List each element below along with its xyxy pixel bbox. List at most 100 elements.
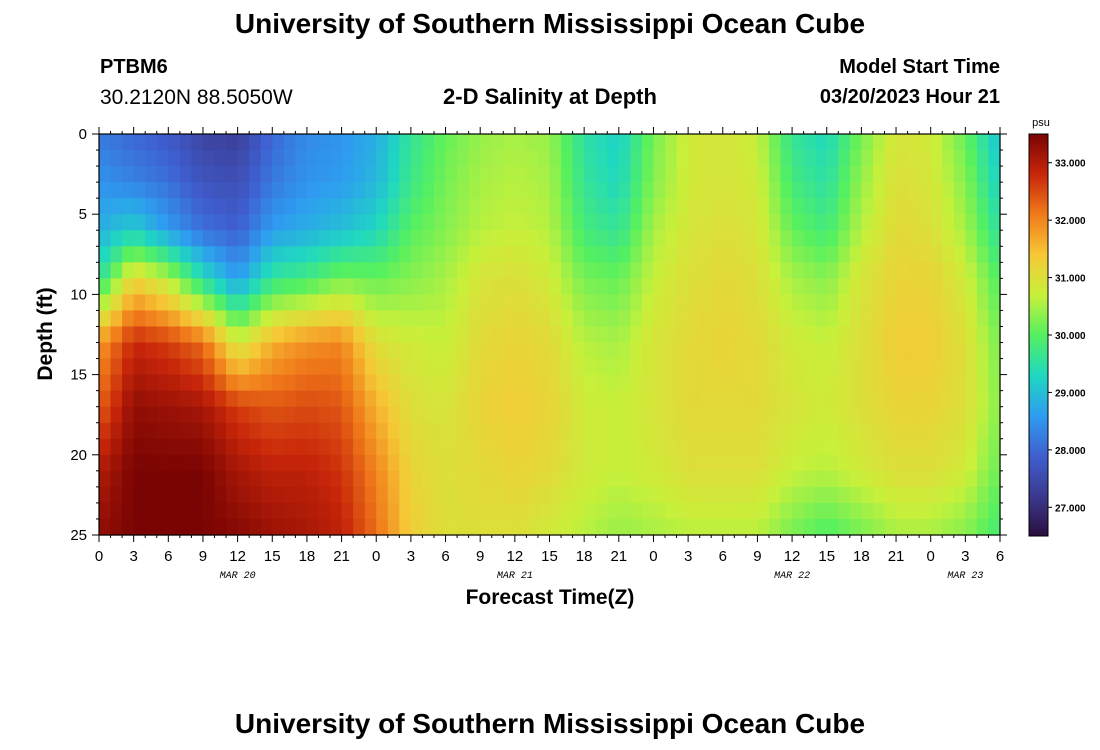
heatmap-cell — [330, 358, 343, 376]
heatmap-cell — [191, 310, 204, 328]
heatmap-cell — [965, 262, 978, 279]
heatmap-cell — [872, 262, 886, 279]
heatmap-cell — [757, 390, 770, 408]
heatmap-cell — [607, 342, 620, 360]
heatmap-cell — [399, 438, 412, 456]
heatmap-cell — [376, 150, 389, 167]
heatmap-cell — [526, 134, 539, 151]
heatmap-cell — [826, 278, 839, 295]
heatmap-cell — [792, 166, 805, 183]
heatmap-cell — [295, 470, 308, 488]
heatmap-cell — [537, 198, 551, 215]
heatmap-cell — [745, 310, 759, 328]
heatmap-cell — [872, 374, 886, 392]
heatmap-cell — [283, 358, 296, 376]
heatmap-cell — [226, 262, 239, 279]
heatmap-cell — [965, 230, 978, 247]
heatmap-cell — [792, 422, 805, 440]
heatmap-cell — [930, 182, 943, 199]
heatmap-cell — [699, 246, 712, 263]
heatmap-cell — [861, 150, 874, 167]
heatmap-cell — [503, 406, 516, 424]
heatmap-cell — [526, 278, 539, 295]
heatmap-cell — [145, 374, 158, 392]
heatmap-cell — [641, 486, 655, 504]
heatmap-cell — [295, 518, 308, 536]
heatmap-cell — [907, 246, 920, 263]
heatmap-cell — [364, 342, 377, 360]
heatmap-cell — [699, 262, 712, 279]
heatmap-cell — [399, 390, 412, 408]
heatmap-cell — [549, 310, 562, 328]
heatmap-cell — [133, 182, 146, 199]
heatmap-cell — [953, 166, 966, 183]
heatmap-cell — [607, 422, 620, 440]
heatmap-cell — [745, 326, 759, 344]
heatmap-cell — [330, 230, 343, 247]
heatmap-cell — [919, 278, 932, 295]
heatmap-cell — [226, 294, 239, 312]
heatmap-cell — [976, 182, 990, 199]
heatmap-cell — [988, 326, 1001, 344]
heatmap-cell — [595, 358, 608, 376]
heatmap-cell — [734, 166, 747, 183]
heatmap-cell — [757, 374, 770, 392]
heatmap-cell — [688, 246, 701, 263]
heatmap-cell — [399, 374, 412, 392]
date-label: MAR 23 — [947, 571, 983, 582]
heatmap-cell — [283, 486, 296, 504]
heatmap-cell — [468, 246, 481, 263]
heatmap-cell — [410, 454, 424, 472]
heatmap-cell — [688, 486, 701, 504]
heatmap-cell — [260, 214, 273, 231]
heatmap-cell — [699, 278, 712, 295]
heatmap-cell — [561, 198, 574, 215]
heatmap-cell — [872, 454, 886, 472]
heatmap-cell — [122, 406, 135, 424]
heatmap-cell — [549, 470, 562, 488]
heatmap-cell — [480, 294, 493, 312]
heatmap-cell — [792, 326, 805, 344]
heatmap-cell — [410, 134, 424, 151]
heatmap-cell — [318, 214, 331, 231]
heatmap-cell — [468, 150, 481, 167]
heatmap-cell — [468, 230, 481, 247]
heatmap-cell — [618, 278, 631, 295]
heatmap-cell — [283, 454, 296, 472]
heatmap-cell — [387, 486, 400, 504]
heatmap-cell — [445, 518, 458, 536]
heatmap-cell — [815, 198, 828, 215]
heatmap-cell — [318, 294, 331, 312]
heatmap-cell — [156, 374, 169, 392]
heatmap-cell — [618, 470, 631, 488]
heatmap-cell — [145, 278, 158, 295]
heatmap-cell — [514, 390, 527, 408]
heatmap-cell — [861, 278, 874, 295]
heatmap-cell — [722, 470, 735, 488]
heatmap-cell — [861, 134, 874, 151]
heatmap-cell — [445, 374, 458, 392]
heatmap-cell — [133, 502, 146, 520]
heatmap-cell — [283, 310, 296, 328]
heatmap-cell — [433, 294, 447, 312]
heatmap-cell — [688, 390, 701, 408]
heatmap-cell — [549, 374, 562, 392]
heatmap-cell — [341, 422, 354, 440]
heatmap-cell — [387, 214, 400, 231]
heatmap-cell — [353, 262, 366, 279]
heatmap-cell — [272, 486, 285, 504]
heatmap-cell — [191, 246, 204, 263]
heatmap-cell — [641, 230, 655, 247]
heatmap-cell — [503, 502, 516, 520]
heatmap-cell — [503, 390, 516, 408]
heatmap-cell — [237, 166, 250, 183]
heatmap-cell — [641, 374, 655, 392]
heatmap-cell — [387, 166, 400, 183]
x-tick-label: 6 — [996, 548, 1004, 565]
heatmap-cell — [433, 246, 447, 263]
heatmap-cell — [330, 342, 343, 360]
heatmap-cell — [676, 214, 689, 231]
heatmap-cell — [122, 342, 135, 360]
heatmap-cell — [907, 438, 920, 456]
heatmap-cell — [919, 486, 932, 504]
